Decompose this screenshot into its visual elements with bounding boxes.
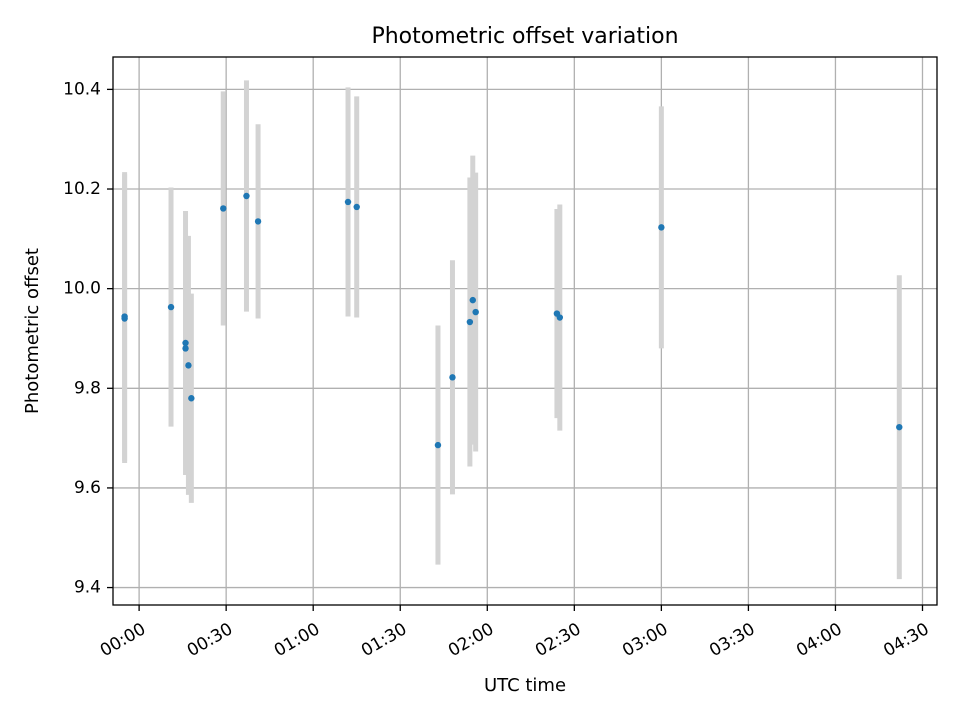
data-point [449,374,456,381]
data-point [182,345,189,352]
y-tick-label: 10.0 [63,279,101,299]
y-tick-label: 9.8 [74,378,101,398]
data-point [469,296,476,304]
data-point [185,362,192,369]
y-tick-label: 9.6 [74,478,101,498]
data-point [254,218,262,225]
data-point [556,314,564,321]
data-point [896,423,903,431]
chart-title: Photometric offset variation [371,24,678,49]
data-point [182,339,189,347]
data-point [353,203,360,211]
data-points [121,192,903,449]
data-point [121,313,128,320]
data-point [243,192,250,200]
y-tick-label: 10.2 [63,179,101,199]
y-axis: 9.4 9.6 9.8 10.0 10.2 10.4 [63,79,113,598]
data-point [188,395,195,402]
y-tick-label: 9.4 [74,578,101,598]
plot-frame [112,56,938,606]
data-point [344,198,352,206]
data-point [434,441,442,449]
data-point [167,303,175,311]
data-point [466,318,474,326]
y-tick-label: 10.4 [63,79,101,99]
data-point [220,205,227,212]
grid [113,57,937,605]
y-axis-label: Photometric offset [22,248,43,414]
x-axis-label: UTC time [484,675,566,696]
data-point [472,308,479,316]
data-point [658,224,665,231]
